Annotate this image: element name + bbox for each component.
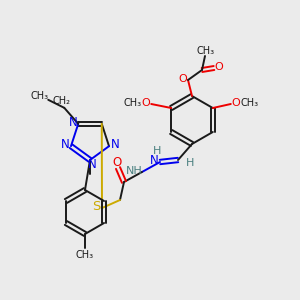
Text: N: N: [69, 116, 78, 129]
Text: CH₃: CH₃: [123, 98, 141, 108]
Text: S: S: [92, 200, 100, 212]
Text: CH₃: CH₃: [241, 98, 259, 108]
Text: N: N: [88, 158, 96, 172]
Text: CH₂: CH₂: [52, 96, 70, 106]
Text: CH₃: CH₃: [197, 46, 215, 56]
Text: N: N: [111, 138, 119, 151]
Text: H: H: [153, 146, 161, 156]
Text: NH: NH: [126, 166, 142, 176]
Text: CH₃: CH₃: [76, 250, 94, 260]
Text: CH₃: CH₃: [30, 91, 48, 101]
Text: O: O: [112, 155, 122, 169]
Text: N: N: [61, 138, 69, 151]
Text: O: O: [214, 62, 224, 72]
Text: O: O: [231, 98, 240, 108]
Text: N: N: [150, 154, 158, 167]
Text: H: H: [186, 158, 194, 168]
Text: O: O: [142, 98, 151, 108]
Text: O: O: [178, 74, 188, 84]
